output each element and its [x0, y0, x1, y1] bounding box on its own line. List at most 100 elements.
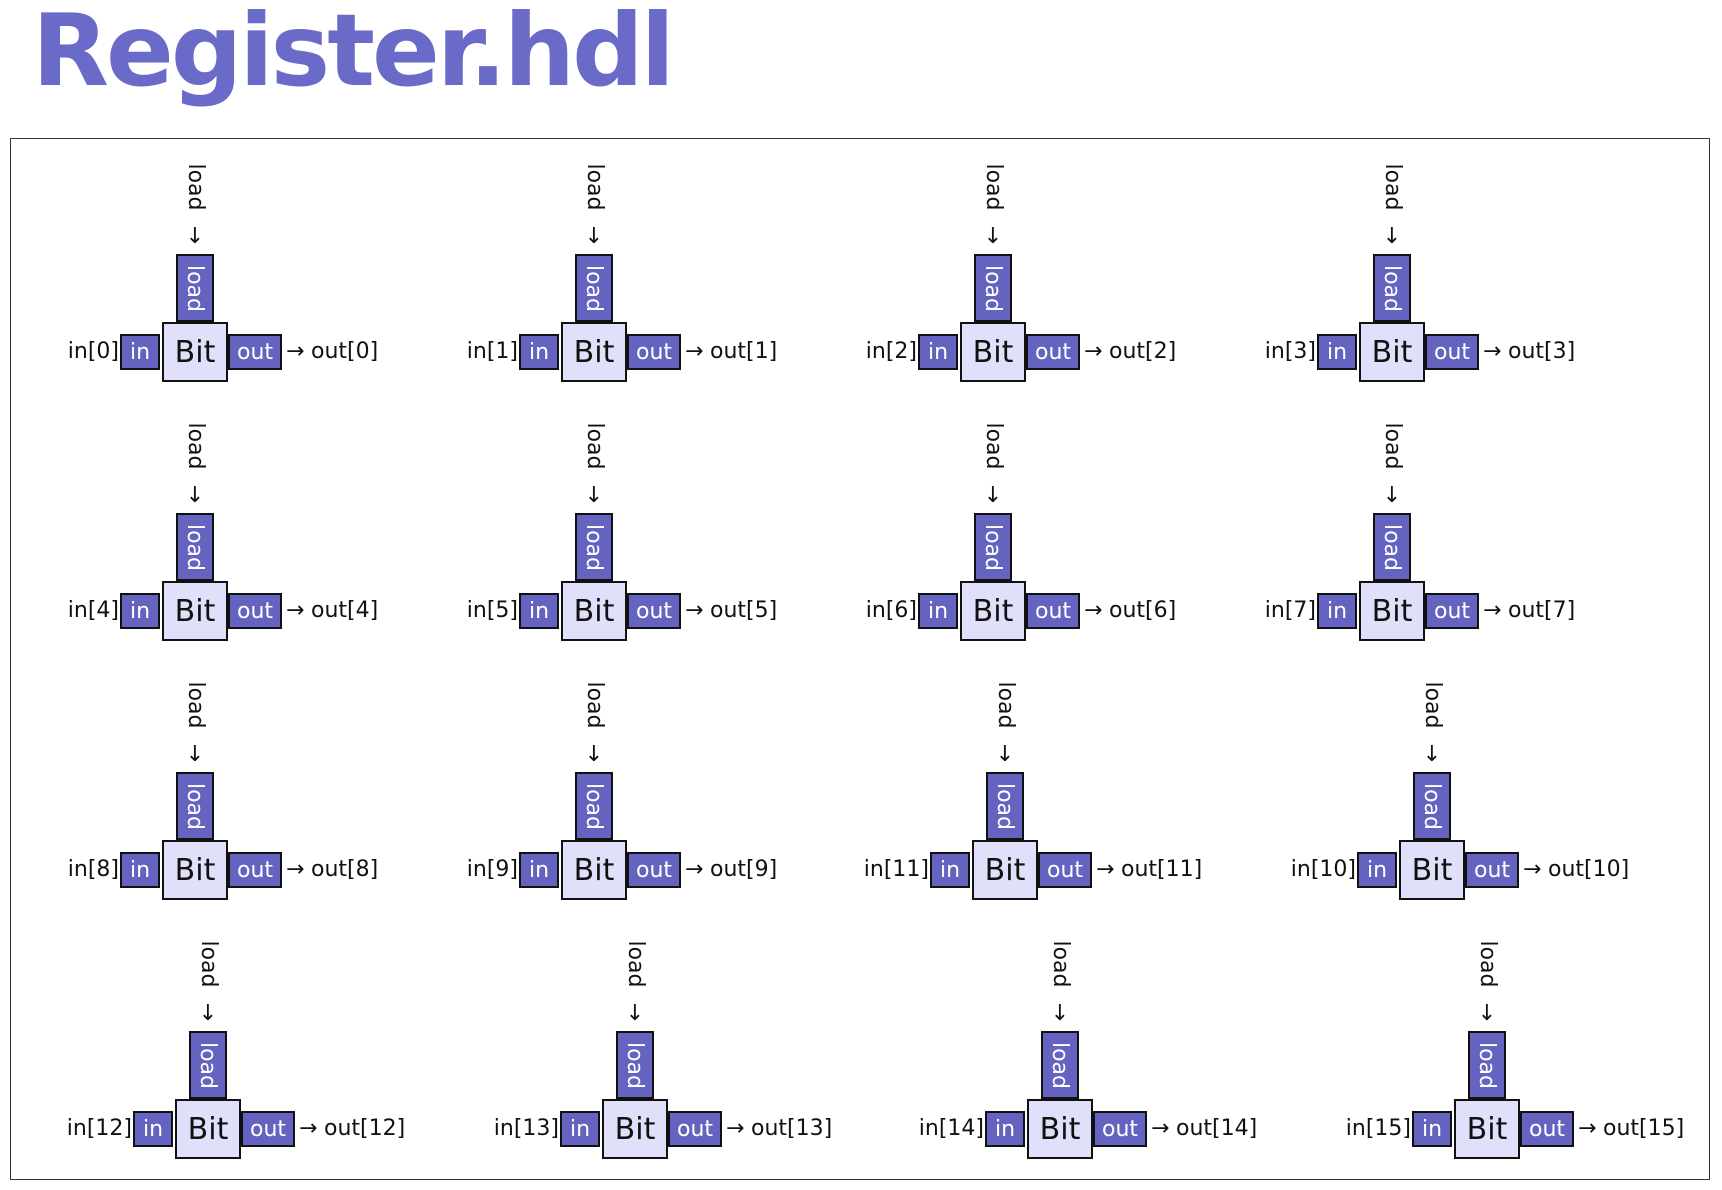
output-arrow-icon: →: [299, 1116, 318, 1141]
output-label: out[7]: [1508, 598, 1576, 623]
load-arrow-icon: ↓: [1050, 1001, 1070, 1026]
output-arrow-icon: →: [685, 857, 704, 882]
input-label: in[9]: [466, 857, 518, 882]
input-label: in[1]: [466, 339, 518, 364]
load-arrow-icon: ↓: [1477, 1001, 1497, 1026]
load-arrow-icon: ↓: [185, 483, 205, 508]
load-pin: load: [616, 1031, 654, 1099]
in-pin: in: [133, 1111, 173, 1147]
load-pin-label: load: [1379, 523, 1405, 571]
output-label: out[1]: [710, 339, 778, 364]
out-pin: out: [241, 1111, 295, 1147]
in-pin: in: [120, 852, 160, 888]
input-label: in[4]: [67, 598, 119, 623]
out-pin: out: [1425, 334, 1479, 370]
output-label: out[5]: [710, 598, 778, 623]
input-label: in[7]: [1264, 598, 1316, 623]
out-pin: out: [627, 334, 681, 370]
load-signal-label: load: [183, 681, 208, 729]
bit-body: Bit: [1454, 1099, 1520, 1159]
bit-body: Bit: [561, 322, 627, 382]
bit-body: Bit: [960, 581, 1026, 641]
input-label: in[5]: [466, 598, 518, 623]
load-pin: load: [176, 772, 214, 840]
in-pin: in: [985, 1111, 1025, 1147]
load-signal-label: load: [1048, 940, 1073, 988]
output-label: out[8]: [311, 857, 379, 882]
load-signal-label: load: [582, 163, 607, 211]
load-pin-label: load: [195, 1041, 221, 1089]
load-arrow-icon: ↓: [584, 742, 604, 767]
output-label: out[15]: [1603, 1116, 1685, 1141]
output-arrow-icon: →: [1483, 598, 1502, 623]
input-label: in[6]: [865, 598, 917, 623]
out-pin: out: [228, 852, 282, 888]
bit-body: Bit: [972, 840, 1038, 900]
load-pin: load: [1413, 772, 1451, 840]
load-pin: load: [1468, 1031, 1506, 1099]
output-label: out[9]: [710, 857, 778, 882]
load-signal-label: load: [1380, 163, 1405, 211]
load-arrow-icon: ↓: [1422, 742, 1442, 767]
load-signal-label: load: [623, 940, 648, 988]
output-label: out[6]: [1109, 598, 1177, 623]
page-title: Register.hdl: [32, 0, 675, 109]
load-arrow-icon: ↓: [1382, 224, 1402, 249]
out-pin: out: [627, 852, 681, 888]
output-arrow-icon: →: [726, 1116, 745, 1141]
output-label: out[14]: [1176, 1116, 1258, 1141]
load-arrow-icon: ↓: [983, 224, 1003, 249]
input-label: in[13]: [493, 1116, 559, 1141]
load-signal-label: load: [1475, 940, 1500, 988]
load-pin: load: [575, 254, 613, 322]
output-label: out[0]: [311, 339, 379, 364]
input-label: in[12]: [66, 1116, 132, 1141]
load-pin-label: load: [1047, 1041, 1073, 1089]
in-pin: in: [1412, 1111, 1452, 1147]
load-arrow-icon: ↓: [1382, 483, 1402, 508]
load-pin-label: load: [1474, 1041, 1500, 1089]
bit-body: Bit: [1399, 840, 1465, 900]
output-arrow-icon: →: [685, 339, 704, 364]
output-label: out[10]: [1548, 857, 1630, 882]
out-pin: out: [1425, 593, 1479, 629]
load-arrow-icon: ↓: [995, 742, 1015, 767]
load-pin: load: [189, 1031, 227, 1099]
load-signal-label: load: [196, 940, 221, 988]
load-pin: load: [1373, 513, 1411, 581]
load-arrow-icon: ↓: [983, 483, 1003, 508]
load-pin: load: [974, 254, 1012, 322]
output-label: out[12]: [324, 1116, 406, 1141]
output-arrow-icon: →: [1483, 339, 1502, 364]
output-label: out[2]: [1109, 339, 1177, 364]
load-pin: load: [575, 513, 613, 581]
load-arrow-icon: ↓: [185, 224, 205, 249]
bit-body: Bit: [162, 322, 228, 382]
out-pin: out: [1038, 852, 1092, 888]
load-pin: load: [1041, 1031, 1079, 1099]
load-signal-label: load: [1380, 422, 1405, 470]
input-label: in[8]: [67, 857, 119, 882]
load-arrow-icon: ↓: [584, 483, 604, 508]
in-pin: in: [1317, 334, 1357, 370]
output-arrow-icon: →: [286, 339, 305, 364]
load-pin-label: load: [1379, 264, 1405, 312]
bit-body: Bit: [175, 1099, 241, 1159]
in-pin: in: [519, 593, 559, 629]
load-arrow-icon: ↓: [625, 1001, 645, 1026]
output-label: out[11]: [1121, 857, 1203, 882]
load-signal-label: load: [993, 681, 1018, 729]
in-pin: in: [918, 593, 958, 629]
load-pin-label: load: [182, 523, 208, 571]
output-label: out[3]: [1508, 339, 1576, 364]
out-pin: out: [1465, 852, 1519, 888]
input-label: in[11]: [863, 857, 929, 882]
load-pin: load: [986, 772, 1024, 840]
output-arrow-icon: →: [1578, 1116, 1597, 1141]
in-pin: in: [519, 852, 559, 888]
bit-body: Bit: [960, 322, 1026, 382]
load-pin-label: load: [581, 523, 607, 571]
out-pin: out: [228, 334, 282, 370]
load-pin-label: load: [182, 782, 208, 830]
load-pin-label: load: [622, 1041, 648, 1089]
